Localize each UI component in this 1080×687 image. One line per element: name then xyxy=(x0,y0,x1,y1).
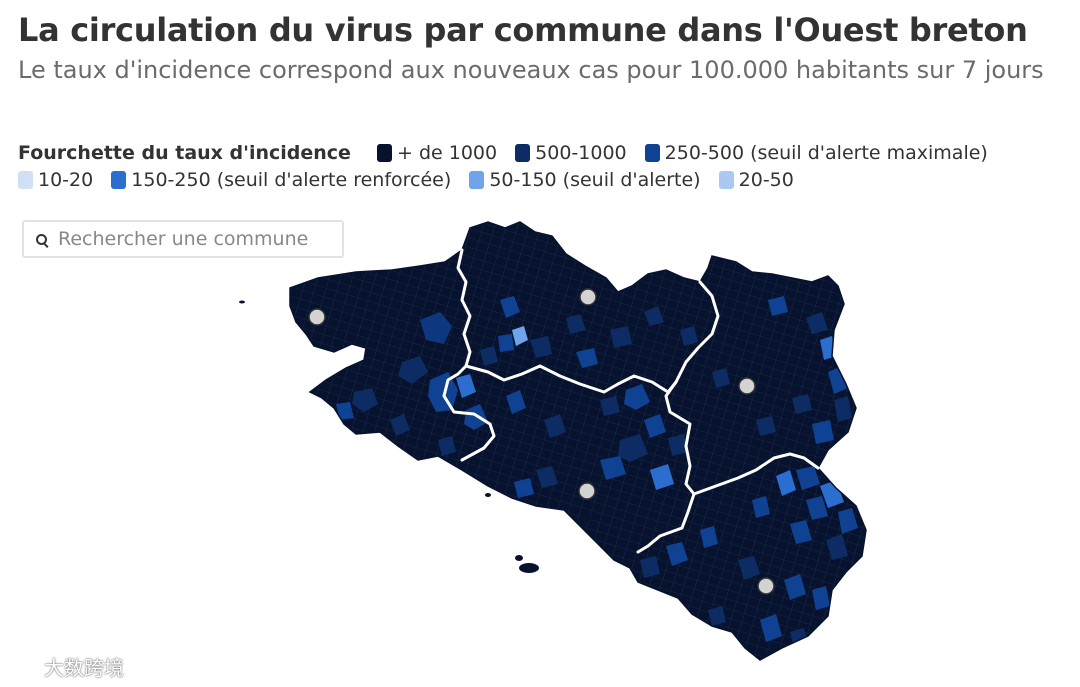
city-marker-nantes[interactable] xyxy=(757,577,775,595)
legend-item-1000-plus[interactable]: + de 1000 xyxy=(376,140,498,167)
legend-swatch xyxy=(376,144,392,162)
boundary-finistere-cotes-armor xyxy=(456,248,472,368)
department-boundaries xyxy=(442,248,820,554)
island xyxy=(579,515,591,521)
boundary-ille-vilaine-loire-atlantique xyxy=(692,452,820,496)
boundary-finistere-morbihan xyxy=(442,364,496,462)
watermark-logo-icon xyxy=(12,657,38,676)
region-outline xyxy=(289,221,867,661)
legend-label: 10-20 xyxy=(38,169,94,191)
legend-label: 250-500 (seuil d'alerte maximale) xyxy=(664,142,988,164)
city-marker-rennes[interactable] xyxy=(738,377,756,395)
legend-label: 500-1000 xyxy=(535,142,627,164)
legend-label: + de 1000 xyxy=(396,142,498,164)
legend-swatch xyxy=(469,171,485,189)
legend-item-500-1000[interactable]: 500-1000 xyxy=(515,140,627,167)
commune-patches xyxy=(290,222,866,660)
search-input[interactable] xyxy=(58,228,328,250)
legend-item-150-250[interactable]: 150-250 (seuil d'alerte renforcée) xyxy=(111,167,451,194)
island xyxy=(515,555,523,561)
island xyxy=(485,493,491,497)
legend-item-20-50[interactable]: 20-50 xyxy=(718,167,794,194)
watermark-text: 大数跨境 xyxy=(44,656,124,680)
page-title: La circulation du virus par commune dans… xyxy=(18,11,1028,49)
legend-swatch xyxy=(718,171,734,189)
legend: Fourchette du taux d'incidence + de 1000… xyxy=(18,140,1068,194)
watermark: 大数跨境 xyxy=(10,652,124,681)
island xyxy=(239,300,245,304)
city-marker-brest[interactable] xyxy=(308,308,326,326)
legend-title: Fourchette du taux d'incidence xyxy=(18,142,351,164)
legend-label: 50-150 (seuil d'alerte) xyxy=(489,169,701,191)
city-marker-saint-brieuc[interactable] xyxy=(579,288,597,306)
boundary-cotes-armor-morbihan xyxy=(464,364,678,394)
boundary-morbihan-ille-vilaine xyxy=(636,380,696,554)
legend-label: 150-250 (seuil d'alerte renforcée) xyxy=(131,169,452,191)
legend-item-10-20[interactable]: 10-20 xyxy=(18,167,93,194)
legend-item-50-150[interactable]: 50-150 (seuil d'alerte) xyxy=(469,167,701,194)
legend-swatch xyxy=(644,144,660,162)
legend-label: 20-50 xyxy=(738,169,794,191)
legend-swatch xyxy=(515,144,531,162)
legend-swatch xyxy=(18,171,33,189)
legend-swatch xyxy=(111,171,127,189)
city-marker-vannes[interactable] xyxy=(578,482,596,500)
boundary-cotes-armor-ille-vilaine xyxy=(674,280,720,384)
prefecture-markers xyxy=(308,288,775,595)
search-box[interactable] xyxy=(22,220,344,258)
island xyxy=(519,563,539,573)
search-icon xyxy=(36,233,47,245)
legend-item-250-500[interactable]: 250-500 (seuil d'alerte maximale) xyxy=(644,140,988,167)
page-subtitle: Le taux d'incidence correspond aux nouve… xyxy=(18,56,1044,84)
